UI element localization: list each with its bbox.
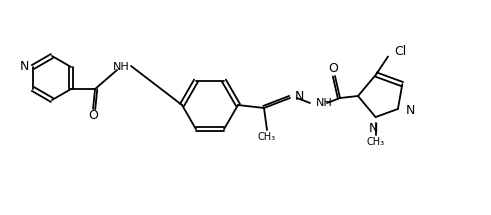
Text: CH₃: CH₃ bbox=[366, 137, 384, 147]
Text: O: O bbox=[328, 63, 338, 75]
Text: NH: NH bbox=[112, 62, 130, 72]
Text: CH₃: CH₃ bbox=[258, 132, 276, 142]
Text: N: N bbox=[295, 89, 304, 103]
Text: N: N bbox=[406, 104, 415, 117]
Text: Cl: Cl bbox=[394, 45, 406, 58]
Text: NH: NH bbox=[316, 98, 333, 108]
Text: N: N bbox=[369, 122, 378, 135]
Text: O: O bbox=[88, 109, 98, 121]
Text: N: N bbox=[20, 60, 29, 74]
